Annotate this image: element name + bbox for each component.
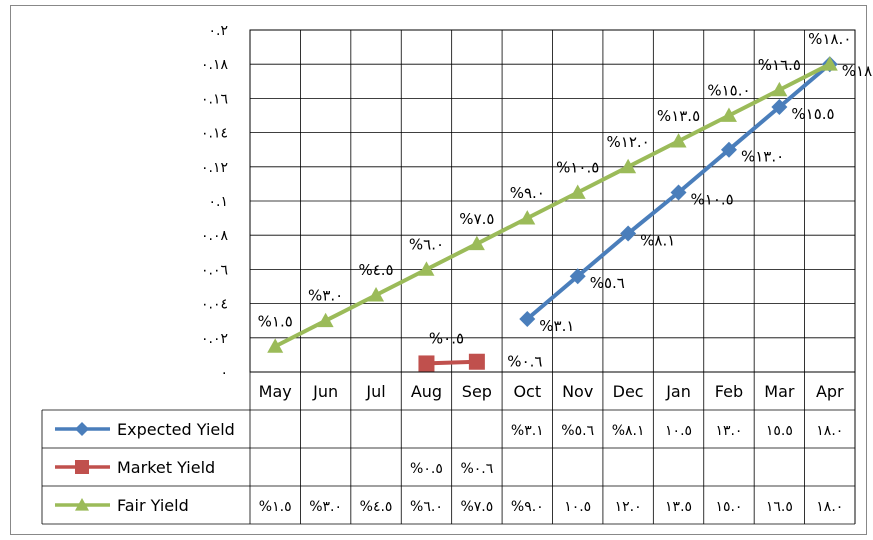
y-tick-label: ٠.٢ [209,23,229,39]
table-cell: %١.٥ [259,499,292,515]
table-cell: ١٦.٥ [766,499,793,515]
data-label: %١٣.٥ [657,107,700,125]
table-cell: ١٨.٠ [816,423,843,439]
y-tick-label: ٠.١٨ [201,57,228,73]
data-point [519,310,536,327]
legend-label: Market Yield [117,458,215,477]
data-point [418,261,435,276]
x-tick-label: Mar [764,382,795,401]
table-cell: %٥.٦ [561,423,594,439]
data-point [720,107,737,122]
data-label: %١٦.٥ [758,56,801,74]
y-tick-label: ٠.٠٦ [201,262,228,278]
data-point [821,56,838,71]
data-point [468,235,485,251]
table-cell: ١٠.٥ [665,423,692,439]
data-label: %١٠.٥ [556,158,599,176]
x-tick-label: Jul [365,382,385,401]
table-cell: ١٠.٥ [564,499,591,515]
series-line [426,359,477,366]
data-label: %٤.٥ [358,261,393,279]
data-label: %٣.١ [539,317,574,335]
y-tick-label: ٠.١٤ [201,126,228,142]
y-tick-label: ٠.١٦ [201,91,228,107]
data-label: %١.٥ [258,312,293,330]
legend-label: Expected Yield [117,420,235,439]
data-label: %١٥.٠ [707,82,750,100]
x-tick-label: Jun [312,382,338,401]
table-cell: %٧.٥ [460,499,493,515]
data-label: %٩.٠ [510,184,545,202]
table-cell: %٩.٠ [511,499,544,515]
data-label: %٦.٠ [409,235,444,253]
x-tick-label: Nov [562,382,593,401]
data-label: %١٨.٠ [808,30,851,48]
data-point [317,312,334,328]
data-label: %٠.٥ [429,329,464,347]
data-point [267,338,284,353]
x-tick-label: Aug [411,382,442,401]
x-tick-label: Jan [665,382,691,401]
y-tick-label: ٠.٠٢ [201,331,228,347]
y-tick-label: ٠.١٢ [201,160,228,176]
data-point [519,210,536,225]
data-label: %١٢.٠ [607,133,650,151]
y-tick-label: ٠.٠٤ [201,297,228,313]
table-cell: %٣.١ [511,423,544,439]
data-point [620,225,637,242]
y-tick-label: ٠.٠٨ [201,228,228,244]
table-cell: ١٣.٥ [665,499,692,515]
data-point [569,184,586,199]
x-tick-label: Oct [513,382,541,401]
x-tick-label: Sep [462,382,492,401]
data-point [670,184,687,201]
x-tick-label: Feb [715,382,743,401]
data-point [670,133,687,148]
data-label: %٧.٥ [459,210,494,228]
data-point [468,353,485,370]
legend-marker [75,422,89,436]
table-cell: %٠.٥ [410,461,443,477]
data-label: %٨.١ [640,231,675,249]
y-tick-label: ٠.١ [209,194,229,210]
table-cell: %٠.٦ [460,461,493,477]
table-cell: %٦.٠ [410,499,443,515]
table-cell: %٣.٠ [309,499,342,515]
x-tick-label: May [259,382,292,401]
data-point [368,287,385,302]
data-point [418,355,435,372]
legend-marker [75,460,89,474]
table-cell: ١٥.٥ [766,423,793,439]
legend-label: Fair Yield [117,496,189,515]
table-cell: ١٥.٠ [715,499,742,515]
data-label: %١٥.٥ [791,105,834,123]
chart-frame [10,5,867,535]
data-point [771,98,788,115]
table-cell: %٤.٥ [360,499,393,515]
data-point [569,268,586,285]
data-point [620,158,637,174]
data-point [771,81,788,97]
series-line [274,62,831,349]
data-label: %٣.٠ [308,287,343,305]
legend-marker [75,498,89,511]
table-cell: ١٢.٠ [615,499,642,515]
data-label: %٠.٦ [507,353,542,371]
x-tick-label: Apr [816,382,844,401]
y-tick-label: ٠ [220,365,228,381]
x-tick-label: Dec [613,382,644,401]
data-label: %١٨.٠ [842,62,873,80]
table-cell: ١٣.٠ [715,423,742,439]
data-label: %٥.٦ [590,274,625,292]
data-label: %١٣.٠ [741,148,784,166]
table-cell: %٨.١ [612,423,645,439]
data-label: %١٠.٥ [691,190,734,208]
data-point [720,141,737,158]
table-cell: ١٨.٠ [816,499,843,515]
